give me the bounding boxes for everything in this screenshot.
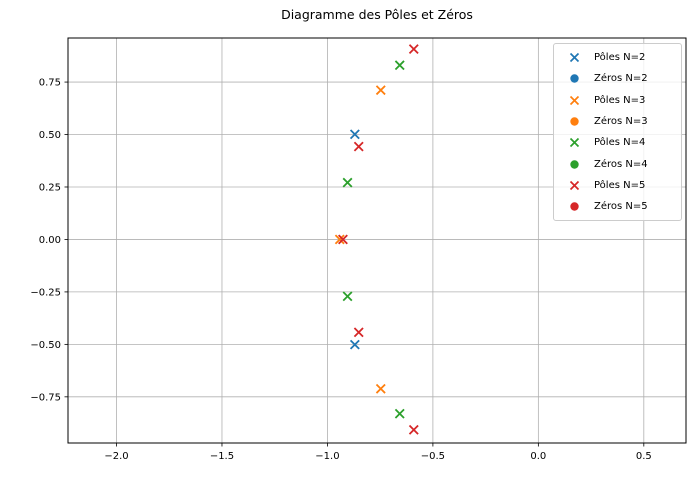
legend-item: Zéros N=2 <box>554 68 681 89</box>
y-tick-label: −0.75 <box>30 392 61 403</box>
pole-marker <box>375 85 386 96</box>
pole-marker <box>408 424 419 435</box>
legend-label: Zéros N=2 <box>594 73 648 85</box>
circle-marker-icon <box>554 158 594 171</box>
pole-marker <box>353 141 364 152</box>
pole-marker <box>338 234 348 245</box>
pole-marker <box>394 60 405 71</box>
legend-item: Pôles N=2 <box>554 47 681 68</box>
legend-item: Zéros N=3 <box>554 111 681 132</box>
y-tick-label: −0.50 <box>30 340 61 351</box>
x-tick-label: −1.5 <box>210 451 234 462</box>
legend-label: Pôles N=3 <box>594 94 646 106</box>
pole-marker <box>408 44 419 55</box>
x-marker-icon <box>554 94 594 107</box>
x-tick-label: 0.0 <box>530 451 546 462</box>
y-tick-label: 0.50 <box>39 130 61 141</box>
x-marker-icon <box>554 179 594 192</box>
legend-label: Zéros N=5 <box>594 201 648 213</box>
x-tick-label: −1.0 <box>315 451 339 462</box>
legend-label: Pôles N=4 <box>594 137 646 149</box>
legend-item: Zéros N=5 <box>554 196 681 217</box>
y-tick-label: 0.25 <box>39 182 61 193</box>
circle-marker-icon <box>554 115 594 128</box>
legend-item: Pôles N=5 <box>554 175 681 196</box>
legend: Pôles N=2 Zéros N=2 Pôles N=3 Zéros N=3 Pôle… <box>553 43 682 222</box>
legend-item: Pôles N=4 <box>554 132 681 153</box>
circle-marker-icon <box>554 72 594 85</box>
axes-spines <box>67 37 687 444</box>
circle-marker-icon <box>554 200 594 213</box>
x-tick-label: −0.5 <box>421 451 445 462</box>
pole-marker <box>342 291 353 302</box>
x-tick-label: 0.5 <box>636 451 652 462</box>
x-marker-icon <box>554 51 594 64</box>
y-tick-label: 0.75 <box>39 78 61 89</box>
pole-marker <box>349 129 360 140</box>
legend-label: Zéros N=3 <box>594 116 648 128</box>
pole-marker <box>353 327 364 338</box>
pole-marker <box>375 383 386 394</box>
y-tick-label: 0.00 <box>39 235 61 246</box>
pole-marker <box>349 339 360 350</box>
y-tick-label: −0.25 <box>30 287 61 298</box>
legend-label: Zéros N=4 <box>594 158 648 170</box>
chart-title: Diagramme des Pôles et Zéros <box>281 7 473 22</box>
pole-marker <box>342 177 353 188</box>
legend-item: Zéros N=4 <box>554 153 681 174</box>
legend-label: Pôles N=2 <box>594 52 646 64</box>
pole-marker <box>334 234 345 245</box>
x-marker-icon <box>554 136 594 149</box>
pole-marker <box>394 408 405 419</box>
legend-item: Pôles N=3 <box>554 90 681 111</box>
legend-label: Pôles N=5 <box>594 179 646 191</box>
x-tick-label: −2.0 <box>104 451 128 462</box>
